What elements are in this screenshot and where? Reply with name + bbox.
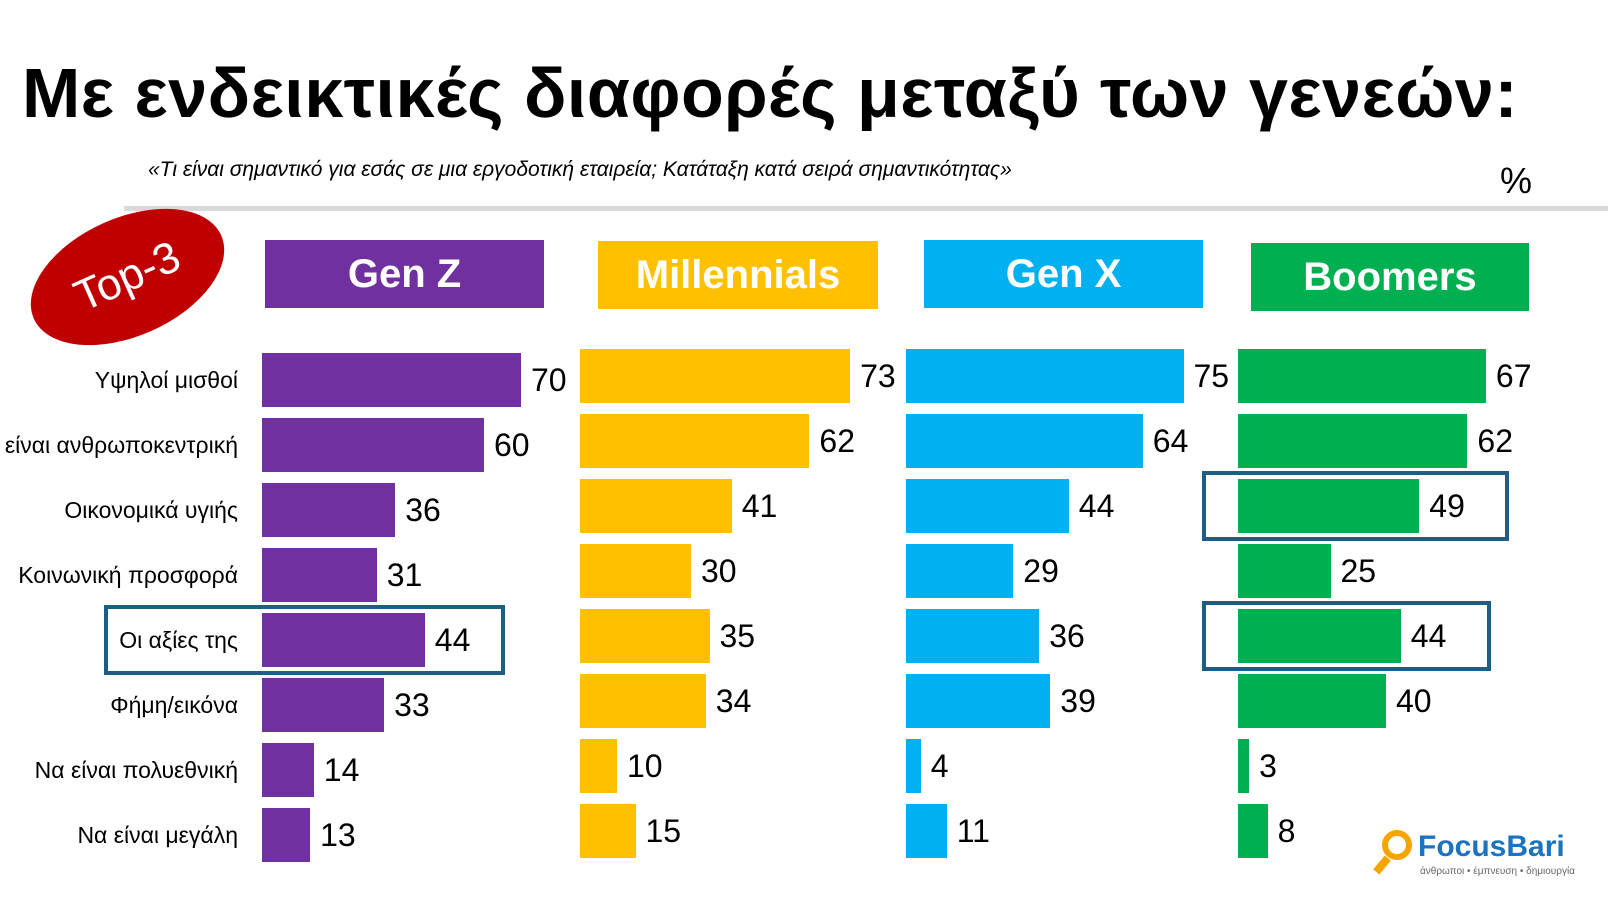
bar	[1238, 349, 1486, 403]
bar	[906, 674, 1051, 728]
data-label: 33	[394, 687, 430, 723]
category-label: Οικονομικά υγιής	[64, 497, 238, 523]
data-label: 29	[1023, 553, 1059, 589]
data-label: 25	[1340, 553, 1377, 589]
bar	[262, 353, 521, 407]
data-label: 62	[819, 423, 855, 459]
category-label: Οι αξίες της	[119, 627, 238, 653]
bar	[580, 804, 636, 858]
category-label: Να είναι ανθρωποκεντρική	[0, 432, 238, 458]
category-label: Να είναι πολυεθνική	[34, 757, 238, 783]
data-label: 4	[930, 748, 949, 784]
data-label: 70	[531, 362, 567, 398]
data-label: 3	[1259, 748, 1277, 784]
series-header-gen-x: Gen X	[924, 240, 1203, 308]
data-label: 8	[1277, 813, 1296, 849]
bar	[906, 609, 1040, 663]
bar	[1238, 739, 1250, 793]
magnifier-handle-icon	[1373, 855, 1391, 875]
data-label: 30	[701, 553, 737, 589]
data-label: 41	[741, 488, 778, 524]
logo-tagline: άνθρωποι • έμπνευση • δημιουργία	[1420, 866, 1575, 877]
bar	[906, 414, 1143, 468]
data-label: 40	[1396, 683, 1432, 719]
series-header-millennials: Millennials	[598, 241, 878, 309]
data-label: 67	[1495, 358, 1532, 394]
highlight-box	[1202, 471, 1510, 541]
data-label: 36	[1049, 618, 1085, 654]
data-label: 13	[320, 817, 356, 853]
bar	[1238, 674, 1386, 728]
bar	[1238, 609, 1401, 663]
bar	[262, 483, 396, 537]
category-label: Υψηλοί μισθοί	[94, 367, 238, 393]
logo-name: FocusBari	[1418, 830, 1565, 863]
data-label: 11	[956, 813, 990, 849]
bar	[1238, 804, 1268, 858]
data-label: 60	[494, 427, 530, 463]
bar	[1238, 544, 1331, 598]
data-label: 44	[1410, 618, 1447, 654]
unit-label: %	[1500, 160, 1533, 201]
data-label: 75	[1193, 358, 1230, 394]
highlight-box	[1202, 601, 1491, 671]
bar	[580, 349, 851, 403]
bar	[906, 804, 947, 858]
data-label: 35	[719, 618, 756, 654]
bar	[262, 808, 311, 862]
data-label: 62	[1477, 423, 1513, 459]
data-label: 39	[1060, 683, 1096, 719]
bar	[580, 609, 710, 663]
bar	[580, 414, 810, 468]
bar	[906, 544, 1014, 598]
data-label: 44	[1078, 488, 1115, 524]
bar	[580, 674, 706, 728]
focusbari-logo: FocusBari άνθρωποι • έμπνευση • δημιουργ…	[1373, 826, 1608, 906]
bar	[262, 678, 385, 732]
category-label: Κοινωνική προσφορά	[18, 562, 238, 588]
series-header-gen-z: Gen Z	[265, 240, 544, 308]
bar	[262, 548, 377, 602]
category-label: Φήμη/εικόνα	[110, 692, 238, 718]
data-label: 64	[1152, 423, 1189, 459]
bar	[262, 613, 425, 667]
bar	[1238, 479, 1420, 533]
data-label: 34	[715, 683, 752, 719]
highlight-box	[104, 605, 505, 675]
category-label: Να είναι μεγάλη	[77, 822, 238, 848]
data-label: 31	[386, 557, 423, 593]
bar	[906, 479, 1069, 533]
title-divider	[124, 206, 1608, 211]
bar	[580, 739, 617, 793]
bar	[262, 743, 314, 797]
data-label: 15	[645, 813, 682, 849]
bar	[262, 418, 484, 472]
page-title: Με ενδεικτικές διαφορές μεταξύ των γενεώ…	[22, 54, 1519, 132]
data-label: 36	[405, 492, 441, 528]
series-header-boomers: Boomers	[1251, 243, 1529, 311]
bar	[580, 479, 732, 533]
magnifier-icon	[1382, 830, 1412, 860]
bar	[906, 739, 921, 793]
data-label: 49	[1429, 488, 1465, 524]
data-label: 14	[323, 752, 360, 788]
bar	[580, 544, 691, 598]
data-label: 10	[627, 748, 663, 784]
data-label: 73	[860, 358, 896, 394]
bar	[906, 349, 1184, 403]
question-subtitle: «Τι είναι σημαντικό για εσάς σε μια εργο…	[148, 158, 1012, 181]
data-label: 44	[434, 622, 471, 658]
bar	[1238, 414, 1468, 468]
